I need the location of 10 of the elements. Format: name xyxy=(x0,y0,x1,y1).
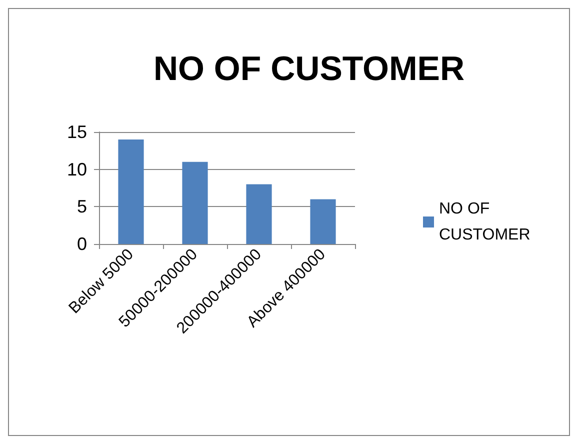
y-tick-label: 0 xyxy=(76,234,87,254)
bar xyxy=(246,184,272,244)
y-tick-label: 15 xyxy=(66,122,87,142)
chart-title: NO OF CUSTOMER xyxy=(153,50,465,88)
y-tick-label: 5 xyxy=(76,196,87,217)
y-tick-label: 10 xyxy=(66,159,87,180)
legend-label: NO OF CUSTOMER xyxy=(439,200,530,244)
bar xyxy=(118,139,144,244)
bar xyxy=(310,199,336,244)
bar xyxy=(182,162,208,244)
